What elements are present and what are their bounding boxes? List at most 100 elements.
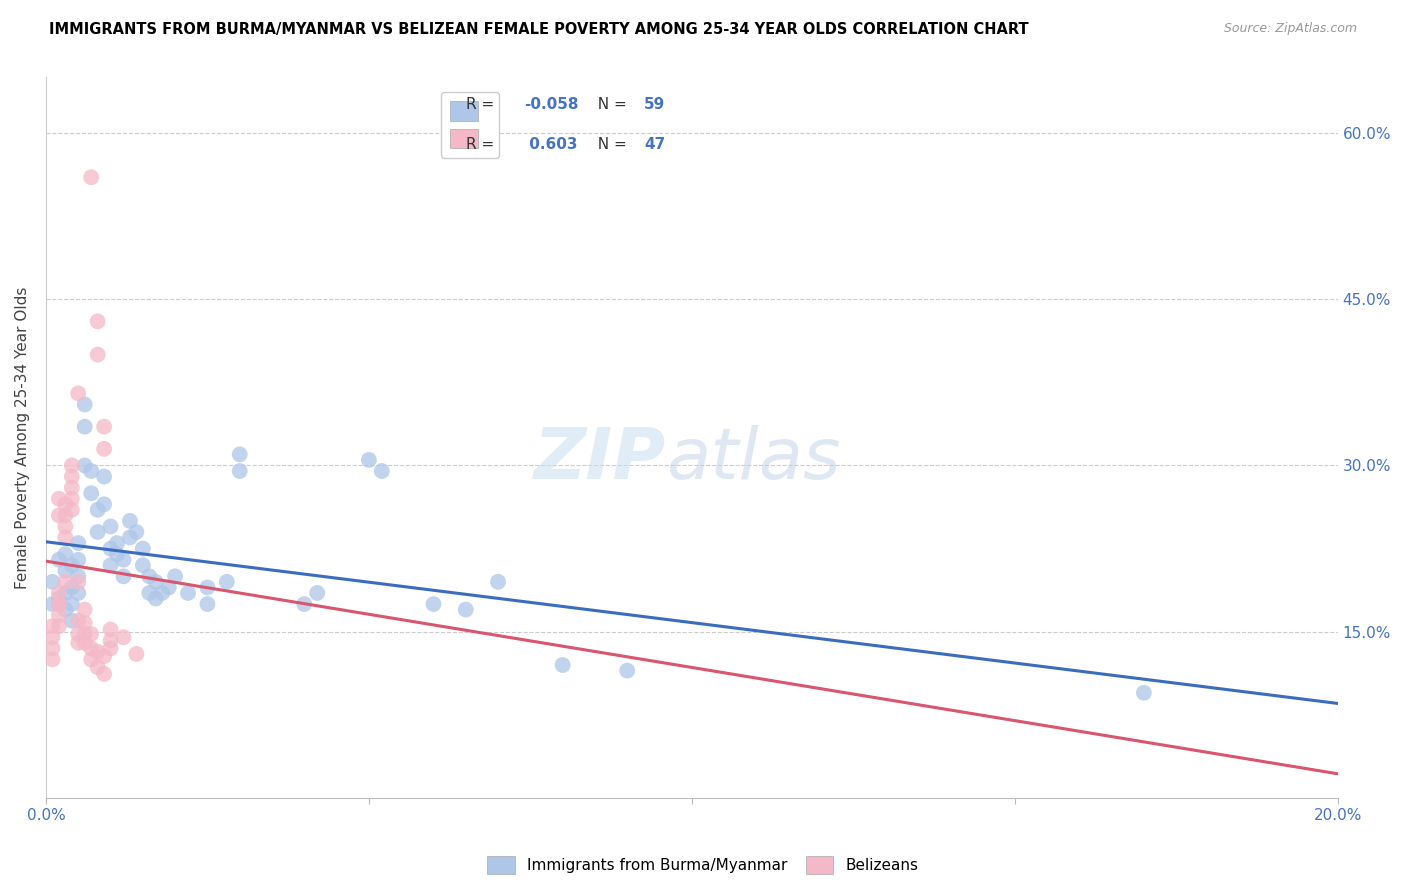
- Point: [112, 569, 135, 583]
- Point: [145, 591, 167, 606]
- Point: [73, 615, 96, 630]
- Text: 59: 59: [644, 97, 665, 112]
- Point: [53, 574, 76, 589]
- Point: [86, 524, 108, 539]
- Point: [93, 442, 115, 456]
- Point: [48, 508, 70, 523]
- Point: [228, 447, 250, 461]
- Point: [48, 591, 70, 606]
- Point: [53, 564, 76, 578]
- Point: [100, 541, 122, 556]
- Point: [53, 497, 76, 511]
- Point: [197, 581, 219, 595]
- Text: 47: 47: [644, 137, 665, 152]
- Point: [125, 647, 148, 661]
- Y-axis label: Female Poverty Among 25-34 Year Olds: Female Poverty Among 25-34 Year Olds: [15, 286, 30, 589]
- Text: N =: N =: [589, 137, 633, 152]
- Point: [138, 586, 160, 600]
- Point: [48, 597, 70, 611]
- Point: [80, 486, 103, 500]
- Point: [93, 419, 115, 434]
- Point: [60, 503, 83, 517]
- Point: [67, 636, 90, 650]
- Legend: , : ,: [441, 92, 499, 158]
- Text: R =: R =: [465, 137, 499, 152]
- Point: [118, 514, 141, 528]
- Point: [100, 519, 122, 533]
- Point: [67, 536, 90, 550]
- Point: [60, 469, 83, 483]
- Point: [150, 586, 173, 600]
- Point: [86, 503, 108, 517]
- Point: [48, 552, 70, 566]
- Point: [228, 464, 250, 478]
- Point: [41, 630, 63, 644]
- Point: [73, 397, 96, 411]
- Point: [138, 569, 160, 583]
- Point: [48, 586, 70, 600]
- Point: [60, 491, 83, 506]
- Point: [422, 597, 444, 611]
- Point: [86, 314, 108, 328]
- Point: [73, 627, 96, 641]
- Text: R =: R =: [465, 97, 499, 112]
- Point: [67, 586, 90, 600]
- Point: [48, 608, 70, 623]
- Point: [118, 531, 141, 545]
- Point: [100, 558, 122, 573]
- Point: [93, 469, 115, 483]
- Point: [105, 536, 128, 550]
- Text: 0.603: 0.603: [524, 137, 578, 152]
- Point: [48, 491, 70, 506]
- Point: [53, 519, 76, 533]
- Point: [86, 660, 108, 674]
- Point: [67, 552, 90, 566]
- Point: [177, 586, 200, 600]
- Point: [616, 664, 638, 678]
- Point: [197, 597, 219, 611]
- Point: [292, 597, 315, 611]
- Point: [307, 586, 329, 600]
- Point: [215, 574, 238, 589]
- Point: [60, 458, 83, 473]
- Point: [53, 508, 76, 523]
- Point: [105, 547, 128, 561]
- Point: [53, 602, 76, 616]
- Point: [132, 541, 155, 556]
- Point: [551, 658, 574, 673]
- Point: [67, 569, 90, 583]
- Point: [371, 464, 394, 478]
- Point: [41, 574, 63, 589]
- Point: [86, 348, 108, 362]
- Text: Source: ZipAtlas.com: Source: ZipAtlas.com: [1223, 22, 1357, 36]
- Point: [53, 531, 76, 545]
- Point: [80, 641, 103, 656]
- Point: [100, 633, 122, 648]
- Point: [125, 524, 148, 539]
- Point: [67, 614, 90, 628]
- Point: [80, 464, 103, 478]
- Text: N =: N =: [589, 97, 633, 112]
- Point: [93, 497, 115, 511]
- Point: [112, 630, 135, 644]
- Point: [67, 574, 90, 589]
- Point: [454, 602, 477, 616]
- Point: [73, 419, 96, 434]
- Point: [80, 170, 103, 185]
- Point: [53, 547, 76, 561]
- Point: [145, 574, 167, 589]
- Point: [60, 481, 83, 495]
- Point: [48, 597, 70, 611]
- Point: [60, 558, 83, 573]
- Point: [48, 619, 70, 633]
- Point: [67, 386, 90, 401]
- Point: [93, 666, 115, 681]
- Point: [86, 645, 108, 659]
- Point: [157, 581, 180, 595]
- Point: [132, 558, 155, 573]
- Point: [357, 453, 380, 467]
- Point: [73, 602, 96, 616]
- Point: [486, 574, 509, 589]
- Point: [60, 597, 83, 611]
- Text: atlas: atlas: [666, 425, 841, 494]
